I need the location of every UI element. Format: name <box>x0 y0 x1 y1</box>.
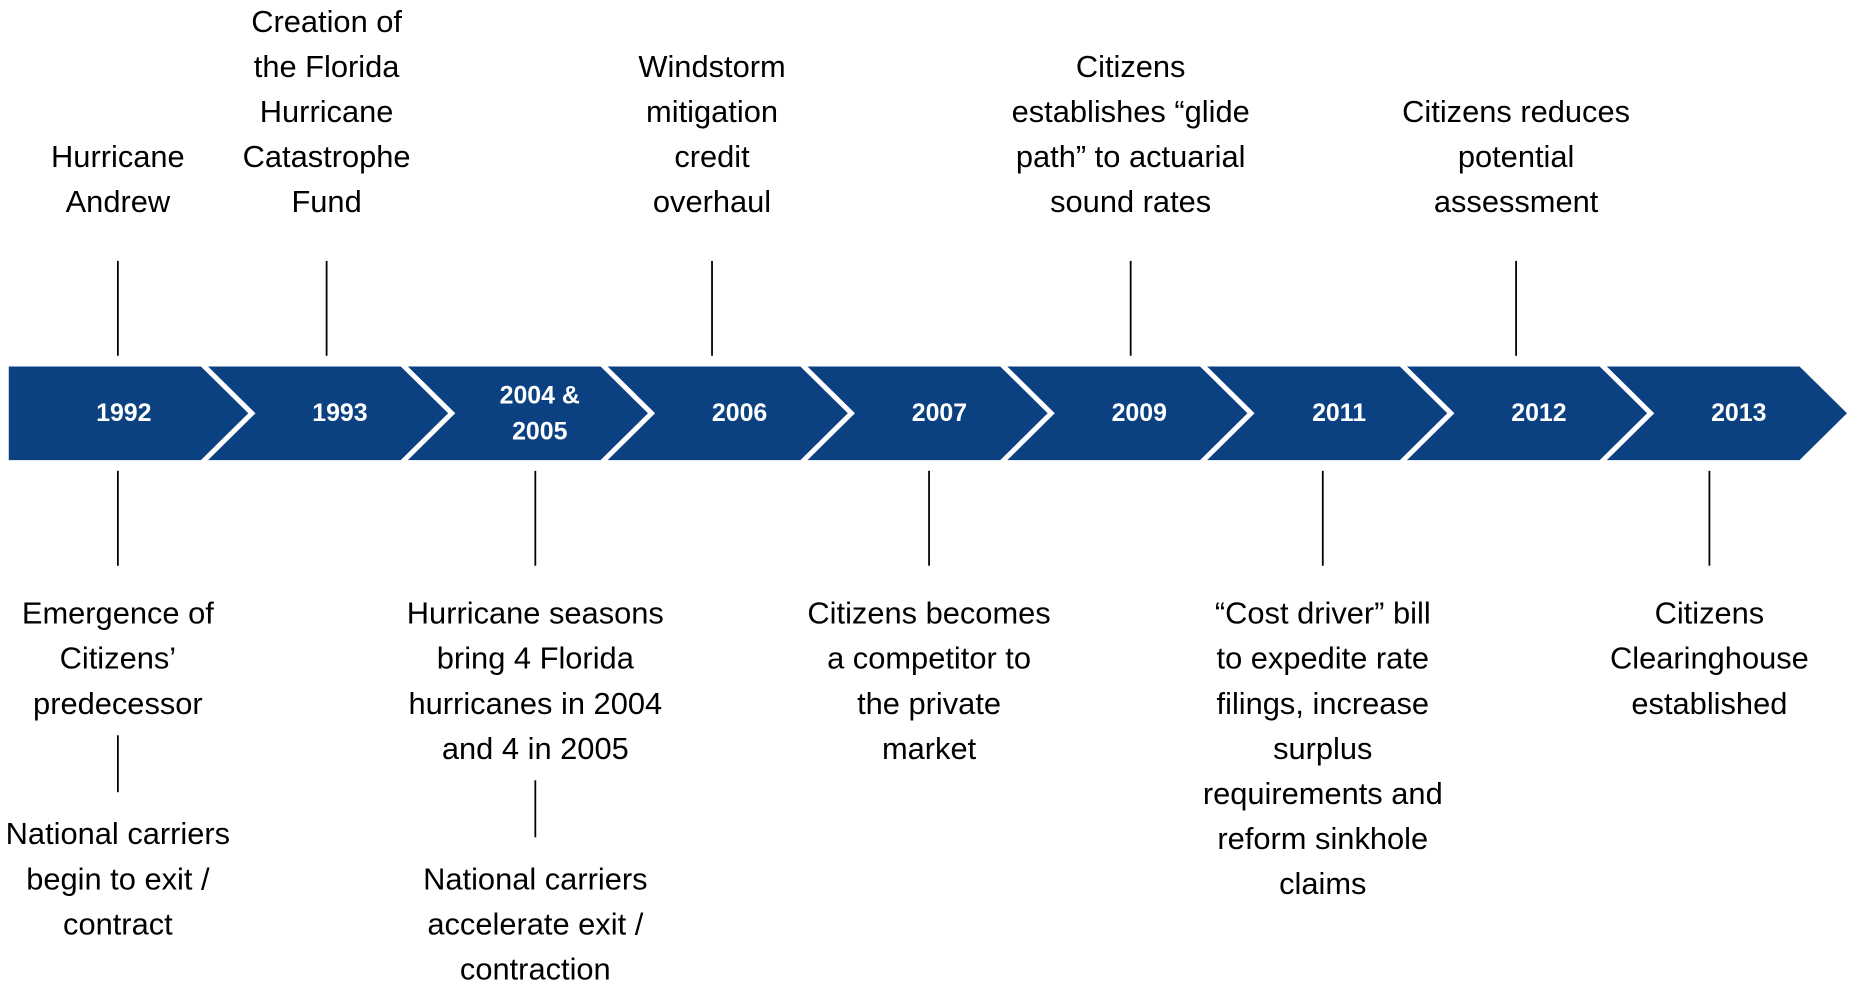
timeline-chevron <box>1207 366 1448 461</box>
event-text: Creation of <box>251 4 402 39</box>
year-label: 2009 <box>1112 399 1167 427</box>
event-text: National carriers <box>423 861 647 896</box>
event-text: the private <box>857 686 1001 721</box>
event-text: establishes “glide <box>1012 94 1250 129</box>
event-text: and 4 in 2005 <box>442 731 629 766</box>
event-text: accelerate exit / <box>427 906 643 941</box>
event-text: Citizens reduces <box>1402 94 1630 129</box>
event-text: Hurricane <box>51 139 185 174</box>
event-text: contract <box>63 906 173 941</box>
event-text: Emergence of <box>22 596 214 631</box>
event-text: Andrew <box>66 184 171 219</box>
timeline-chevron <box>208 366 449 461</box>
event-text: Catastrophe <box>243 139 411 174</box>
event-text: surplus <box>1273 731 1372 766</box>
event-text: Fund <box>291 184 361 219</box>
timeline-chevron <box>8 366 249 461</box>
event-text: Hurricane seasons <box>407 596 664 631</box>
event-text: the Florida <box>254 49 401 84</box>
event-text: a competitor to <box>827 641 1031 676</box>
event-text: claims <box>1279 866 1366 901</box>
event-text: begin to exit / <box>26 861 210 896</box>
timeline-chevron <box>1406 366 1648 461</box>
event-text: hurricanes in 2004 <box>409 686 663 721</box>
event-text: Clearinghouse <box>1610 641 1809 676</box>
event-text: Windstorm <box>638 49 785 84</box>
timeline-chevron <box>1007 366 1248 461</box>
event-text: requirements and <box>1203 776 1443 811</box>
year-label: 2004 & 2005 <box>500 381 580 445</box>
event-text: established <box>1631 686 1787 721</box>
event-text: reform sinkhole <box>1217 821 1428 856</box>
event-text: “Cost driver” bill <box>1215 596 1431 631</box>
event-text: contraction <box>460 951 611 986</box>
year-label: 2012 <box>1511 399 1566 427</box>
event-text: Citizens <box>1076 49 1186 84</box>
timeline-chevron <box>807 366 1048 461</box>
event-text: filings, increase <box>1217 686 1429 721</box>
year-label: 1992 <box>96 399 151 427</box>
event-text: to expedite rate <box>1217 641 1430 676</box>
timeline-chevron <box>1606 366 1847 461</box>
event-text: sound rates <box>1050 184 1211 219</box>
event-text: Hurricane <box>260 94 394 129</box>
year-label: 2013 <box>1711 399 1766 427</box>
event-text: potential <box>1458 139 1575 174</box>
event-text: Citizens becomes <box>807 596 1050 631</box>
year-label: 2011 <box>1312 399 1366 427</box>
timeline-chevron <box>407 366 648 461</box>
event-text: bring 4 Florida <box>437 641 635 676</box>
event-text: market <box>882 731 977 766</box>
event-text: credit <box>674 139 750 174</box>
year-label: 2007 <box>912 399 967 427</box>
event-text: assessment <box>1434 184 1599 219</box>
event-text: Citizens’ <box>60 641 177 676</box>
event-text: Citizens <box>1655 596 1765 631</box>
event-text: mitigation <box>646 94 778 129</box>
event-text: predecessor <box>33 686 203 721</box>
event-text: overhaul <box>653 184 771 219</box>
timeline-chevron <box>607 366 848 461</box>
year-label: 1993 <box>312 399 367 427</box>
event-text: path” to actuarial <box>1016 139 1246 174</box>
event-text: National carriers <box>6 816 230 851</box>
year-label: 2006 <box>712 399 767 427</box>
